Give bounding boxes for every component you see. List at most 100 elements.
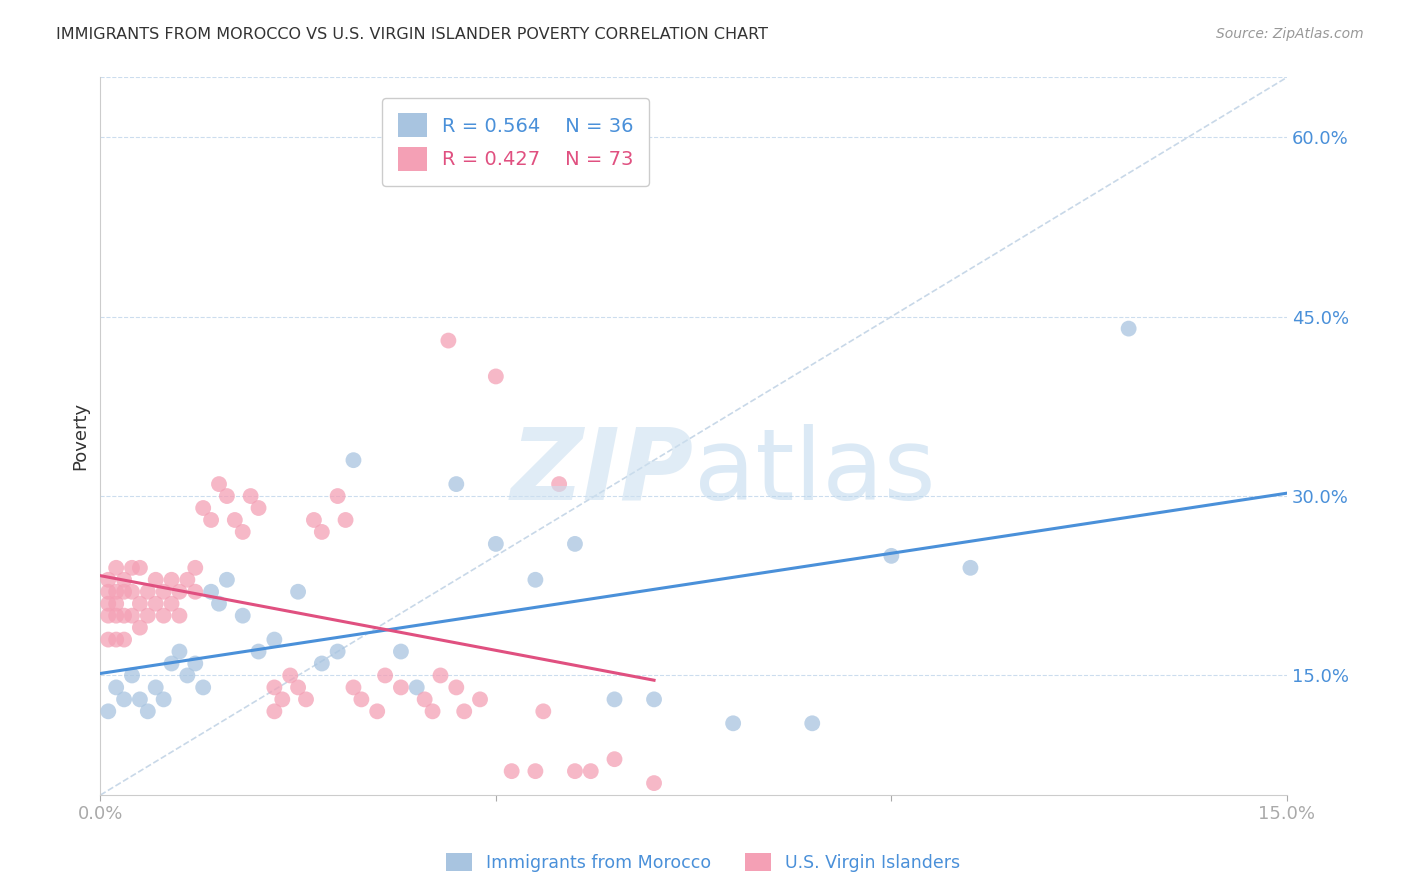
Point [169,584,191,599]
Text: ZIP: ZIP [510,424,693,521]
Point [112,573,135,587]
Point [136,608,159,623]
Point [564,764,586,779]
Point [548,477,571,491]
Point [413,692,436,706]
Point [801,716,824,731]
Point [263,681,285,695]
Point [247,644,270,658]
Point [152,584,174,599]
Point [239,489,262,503]
Point [389,644,412,658]
Point [200,584,222,599]
Point [136,584,159,599]
Point [121,584,143,599]
Point [145,573,167,587]
Point [302,513,325,527]
Point [112,632,135,647]
Point [105,584,128,599]
Point [215,573,238,587]
Point [184,657,207,671]
Point [335,513,357,527]
Point [97,597,120,611]
Point [129,621,152,635]
Point [184,584,207,599]
Point [112,584,135,599]
Point [97,573,120,587]
Point [603,692,626,706]
Point [278,668,301,682]
Point [105,681,128,695]
Point [232,608,254,623]
Point [524,764,547,779]
Point [121,561,143,575]
Point [224,513,246,527]
Point [105,632,128,647]
Point [721,716,744,731]
Point [112,608,135,623]
Point [263,632,285,647]
Point [105,597,128,611]
Point [200,513,222,527]
Point [405,166,427,180]
Point [366,704,388,718]
Point [129,692,152,706]
Point [429,668,451,682]
Point [215,489,238,503]
Y-axis label: Poverty: Poverty [72,402,89,470]
Point [169,644,191,658]
Point [129,561,152,575]
Point [1118,321,1140,335]
Point [176,668,198,682]
Point [342,681,364,695]
Point [208,597,231,611]
Point [446,477,468,491]
Point [129,597,152,611]
Point [145,597,167,611]
Point [97,704,120,718]
Point [208,477,231,491]
Point [389,681,412,695]
Point [374,668,396,682]
Point [193,501,215,516]
Point [485,369,508,384]
Point [959,561,981,575]
Point [311,524,333,539]
Point [603,752,626,766]
Point [232,524,254,539]
Point [453,704,475,718]
Point [485,537,508,551]
Point [287,681,309,695]
Point [169,608,191,623]
Point [105,608,128,623]
Point [97,632,120,647]
Point [121,668,143,682]
Point [311,657,333,671]
Point [136,704,159,718]
Point [160,657,183,671]
Point [422,704,444,718]
Point [247,501,270,516]
Point [501,764,523,779]
Point [579,764,602,779]
Point [152,692,174,706]
Point [437,334,460,348]
Point [184,561,207,575]
Point [105,561,128,575]
Point [160,597,183,611]
Point [193,681,215,695]
Text: Source: ZipAtlas.com: Source: ZipAtlas.com [1216,27,1364,41]
Legend: R = 0.564    N = 36, R = 0.427    N = 73: R = 0.564 N = 36, R = 0.427 N = 73 [382,98,650,186]
Point [564,537,586,551]
Point [405,681,427,695]
Point [446,681,468,695]
Point [326,489,349,503]
Point [326,644,349,658]
Point [531,704,554,718]
Point [121,608,143,623]
Point [295,692,318,706]
Point [152,608,174,623]
Point [112,692,135,706]
Point [160,573,183,587]
Point [342,453,364,467]
